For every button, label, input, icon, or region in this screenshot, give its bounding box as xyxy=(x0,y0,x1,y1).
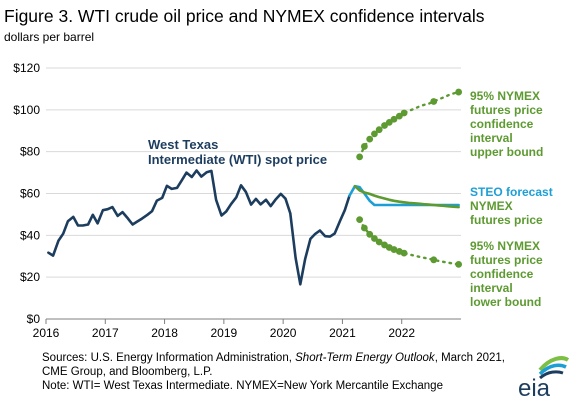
upper-bound-marker xyxy=(371,130,378,138)
y-tick-label: $0 xyxy=(27,312,41,326)
chart-grid xyxy=(46,67,461,278)
eia-logo-text: eia xyxy=(518,375,551,400)
lower-bound-marker xyxy=(390,246,398,253)
lower-bound-marker xyxy=(400,249,408,257)
x-axis: 2016 2017 2018 2019 2020 2021 2022 xyxy=(33,318,461,340)
annotation-upper-line5: upper bound xyxy=(470,145,544,159)
annotation-upper-line3: confidence xyxy=(470,117,534,131)
eia-logo-arc-1 xyxy=(538,356,570,372)
annotation-wti-line1: West Texas xyxy=(148,137,219,152)
x-tick-label: 2018 xyxy=(151,326,178,340)
series-upper-bound-line xyxy=(358,90,460,159)
x-tick-label: 2019 xyxy=(211,326,238,340)
annotation-wti-line2: Intermediate (WTI) spot price xyxy=(148,152,328,167)
lower-bound-marker xyxy=(430,256,438,264)
series-nymex-line xyxy=(353,184,460,209)
annotation-steo-line3: futures price xyxy=(470,213,543,227)
x-tick-label: 2016 xyxy=(33,326,60,340)
y-tick-label: $40 xyxy=(20,228,40,242)
annotation-lower-bound: 95% NYMEX futures price confidence inter… xyxy=(470,239,543,309)
eia-logo-arc-3 xyxy=(539,370,564,380)
upper-bound-marker xyxy=(356,153,364,161)
x-tick-label: 2021 xyxy=(329,326,356,340)
y-tick-label: $20 xyxy=(20,270,40,284)
annotation-lower-line3: confidence xyxy=(470,267,534,281)
annotation-lower-line2: futures price xyxy=(470,253,543,267)
unit-label: dollars per barrel xyxy=(4,30,95,44)
upper-bound-marker xyxy=(455,88,463,96)
lower-bound-marker xyxy=(356,216,364,224)
source-publication: Short-Term Energy Outlook xyxy=(295,352,435,364)
annotation-lower-line5: lower bound xyxy=(470,295,542,309)
upper-bound-marker xyxy=(375,126,383,134)
annotation-wti: West Texas Intermediate (WTI) spot price xyxy=(148,137,327,167)
y-tick-label: $60 xyxy=(20,187,40,201)
x-tick-label: 2022 xyxy=(388,326,415,340)
upper-bound-marker xyxy=(366,135,374,143)
y-tick-label: $120 xyxy=(13,61,40,75)
annotation-upper-line2: futures price xyxy=(470,103,543,117)
x-tick-label: 2020 xyxy=(270,326,297,340)
lower-bound-marker xyxy=(366,230,374,238)
series-lower-bound-line xyxy=(358,218,460,266)
source-line1: Sources: U.S. Energy Information Adminis… xyxy=(42,351,512,365)
annotation-upper-bound: 95% NYMEX futures price confidence inter… xyxy=(470,89,543,159)
annotation-lower-line1: 95% NYMEX xyxy=(470,239,541,253)
eia-logo-arc-2 xyxy=(538,363,567,376)
y-tick-label: $80 xyxy=(20,145,40,159)
chart-markers xyxy=(356,88,463,268)
annotation-steo-line1: STEO forecast xyxy=(470,185,553,199)
source-line1-a: Sources: U.S. Energy Information Adminis… xyxy=(42,352,296,364)
upper-bound-marker xyxy=(360,143,368,150)
annotation-steo-line2: NYMEX xyxy=(470,199,513,213)
annotation-steo: STEO forecast NYMEX futures price xyxy=(470,185,553,227)
source-line1-c: , March 2021, xyxy=(434,352,506,364)
upper-bound-marker xyxy=(390,115,398,123)
source-note: Sources: U.S. Energy Information Adminis… xyxy=(42,351,512,393)
annotation-upper-line1: 95% NYMEX xyxy=(470,89,541,103)
eia-logo: eia xyxy=(518,356,570,400)
lower-bound-marker xyxy=(455,261,463,268)
annotation-upper-line4: interval xyxy=(470,131,513,145)
series-wti-line xyxy=(47,169,351,286)
chart-title: Figure 3. WTI crude oil price and NYMEX … xyxy=(4,6,485,26)
note-line: Note: WTI= West Texas Intermediate. NYME… xyxy=(42,380,443,392)
annotation-lower-line4: interval xyxy=(470,281,513,295)
lower-bound-marker xyxy=(360,224,368,232)
upper-bound-marker xyxy=(400,109,408,117)
source-line2: CME Group, and Bloomberg, L.P. xyxy=(42,366,213,378)
lower-bound-marker xyxy=(371,235,378,242)
upper-bound-marker xyxy=(430,98,438,105)
lower-bound-marker xyxy=(375,238,383,246)
y-axis-ticks: $0 $20 $40 $60 $80 $100 $120 xyxy=(13,61,40,326)
chart-lines xyxy=(47,90,460,286)
x-tick-label: 2017 xyxy=(92,326,119,340)
y-tick-label: $100 xyxy=(13,103,40,117)
